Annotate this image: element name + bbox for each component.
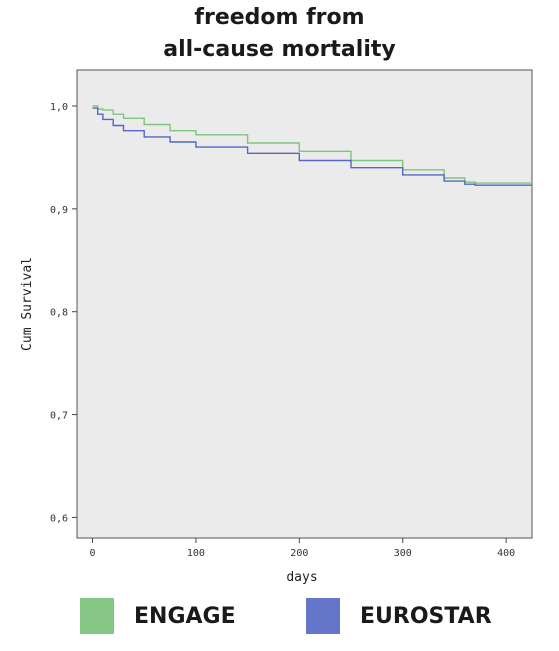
x-tick-label: 0 — [89, 548, 95, 559]
legend-item-engage: ENGAGE — [80, 598, 236, 634]
x-tick-label: 100 — [187, 548, 205, 559]
y-tick-label: 1,0 — [50, 102, 68, 113]
y-tick-label: 0,7 — [50, 411, 68, 422]
legend-label-engage: ENGAGE — [134, 603, 236, 629]
chart-title: freedom from all-cause mortality — [0, 2, 559, 66]
legend-swatch-eurostar — [306, 598, 340, 634]
y-axis-label: Cum Survival — [20, 257, 35, 351]
y-tick-label: 0,6 — [50, 513, 68, 524]
x-tick-label: 300 — [394, 548, 412, 559]
y-tick-label: 0,9 — [50, 205, 68, 216]
legend-item-eurostar: EUROSTAR — [306, 598, 492, 634]
legend-label-eurostar: EUROSTAR — [360, 603, 492, 629]
x-tick-label: 200 — [290, 548, 308, 559]
y-axis: 0,6 0,7 0,8 0,9 1,0 — [50, 102, 77, 524]
series-group — [92, 105, 532, 186]
x-tick-label: 400 — [497, 548, 515, 559]
x-axis: 0 100 200 300 400 — [89, 538, 515, 559]
series-line-eurostar — [92, 107, 532, 186]
x-axis-label: days — [286, 570, 317, 585]
series-line-engage — [92, 105, 532, 184]
chart-title-line-2: all-cause mortality — [163, 37, 396, 62]
y-tick-label: 0,8 — [50, 308, 68, 319]
legend-swatch-engage — [80, 598, 114, 634]
chart-title-line-1: freedom from — [194, 5, 365, 30]
plot-area — [76, 69, 533, 539]
